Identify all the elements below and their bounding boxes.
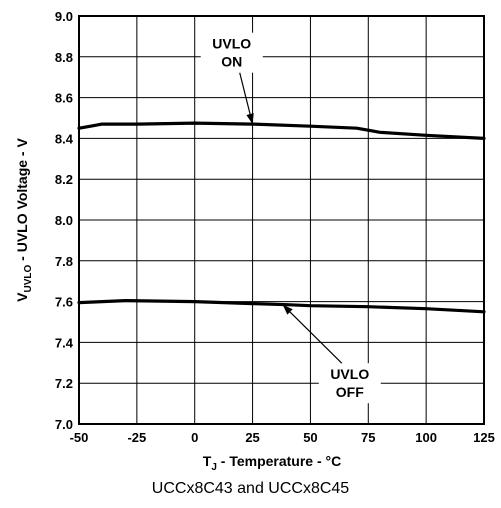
series-line xyxy=(77,121,486,140)
x-tick-label: 125 xyxy=(473,430,495,445)
grid-lines xyxy=(78,15,485,425)
figure-caption: UCCx8C43 and UCCx8C45 xyxy=(151,480,350,497)
y-tick-label: 7.4 xyxy=(55,335,74,350)
x-axis-title: TJ - Temperature - °C xyxy=(203,453,341,473)
y-tick-label: 9.0 xyxy=(55,9,73,24)
annotation-box xyxy=(200,32,263,73)
y-axis-title: VUVLO - UVLO Voltage - V xyxy=(14,138,34,302)
x-tick-label: -25 xyxy=(127,430,146,445)
plot-frame xyxy=(78,15,485,425)
x-tick-labels: -50 -25 0 25 50 75 100 125 xyxy=(70,430,495,445)
annotation-text: UVLO xyxy=(330,366,369,382)
y-tick-labels: 7.0 7.2 7.4 7.6 7.8 8.0 8.2 8.4 8.6 8.8 9.0 xyxy=(55,9,74,432)
arrow-head xyxy=(246,113,254,125)
x-tick-label: 25 xyxy=(245,430,259,445)
x-tick-label: 75 xyxy=(361,430,375,445)
y-tick-label: 8.6 xyxy=(55,91,73,106)
annotation-text: OFF xyxy=(336,384,364,400)
y-tick-label: 8.8 xyxy=(55,50,73,65)
annotation-arrow xyxy=(282,304,343,364)
arrow-head xyxy=(282,304,293,315)
annotation-text: UVLO xyxy=(212,36,251,52)
x-tick-label: -50 xyxy=(70,430,89,445)
annotation-text: ON xyxy=(221,54,242,70)
series-line xyxy=(77,299,486,314)
series-lines xyxy=(77,121,486,314)
annotations: UVLO ON UVLO OFF xyxy=(200,32,381,404)
y-tick-label: 8.4 xyxy=(55,131,74,146)
y-tick-label: 8.2 xyxy=(55,172,73,187)
x-tick-label: 0 xyxy=(191,430,198,445)
y-tick-label: 7.2 xyxy=(55,376,73,391)
x-tick-label: 50 xyxy=(303,430,317,445)
y-tick-label: 8.0 xyxy=(55,213,73,228)
annotation-box xyxy=(318,363,381,404)
x-tick-label: 100 xyxy=(415,430,437,445)
y-tick-label: 7.6 xyxy=(55,295,73,310)
y-tick-label: 7.0 xyxy=(55,417,73,432)
y-tick-label: 7.8 xyxy=(55,254,73,269)
